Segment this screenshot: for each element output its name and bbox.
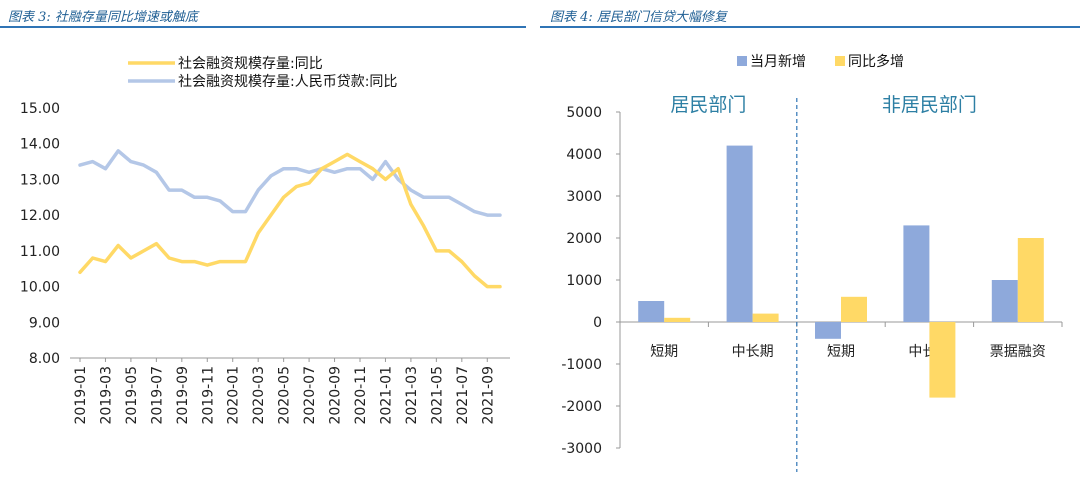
- x-tick-label: 2020-11: [353, 366, 369, 425]
- y-tick-label: 0: [593, 315, 602, 331]
- category-label: 短期: [650, 344, 678, 360]
- legend-swatch-2: [835, 56, 845, 66]
- y-tick-label: 8.00: [29, 351, 60, 367]
- y-tick-label: 3000: [566, 189, 602, 205]
- y-tick-label: 13.00: [20, 172, 60, 188]
- y-tick-label: 1000: [566, 273, 602, 289]
- x-tick-label: 2019-09: [175, 366, 191, 425]
- category-label: 中长期: [732, 344, 774, 360]
- x-tick-label: 2021-07: [455, 366, 471, 425]
- bar-yoy-increase: [841, 296, 867, 322]
- left-line-chart: 15.00 14.00 13.00 12.00 11.00 10.00 9.00 8.00 20…: [20, 56, 510, 425]
- group-title-2: 非居民部门: [882, 94, 977, 116]
- x-tick-label: 2019-11: [200, 366, 216, 425]
- legend-label-2: 社会融资规模存量:人民币贷款:同比: [178, 74, 397, 90]
- series-line-1: [78, 152, 502, 289]
- x-tick-label: 2019-03: [98, 366, 114, 425]
- x-tick-label: 2021-01: [378, 366, 394, 425]
- y-tick-label: 11.00: [20, 244, 60, 260]
- x-tick-label: 2021-09: [480, 366, 496, 425]
- bar-monthly-new: [815, 322, 841, 339]
- x-tick-label: 2019-05: [124, 366, 140, 425]
- y-tick-label: 4000: [566, 147, 602, 163]
- bar-yoy-increase: [664, 317, 691, 322]
- y-tick-label: 10.00: [20, 280, 60, 296]
- x-tick-label: 2019-01: [73, 366, 89, 425]
- y-tick-label: -2000: [561, 399, 602, 415]
- category-label: 短期: [827, 344, 855, 360]
- legend-label-1: 社会融资规模存量:同比: [178, 56, 323, 72]
- y-tick-label: -1000: [561, 357, 602, 373]
- bar-monthly-new: [726, 145, 753, 322]
- y-tick-label: 14.00: [20, 137, 60, 153]
- bar-monthly-new: [638, 301, 665, 322]
- left-chart-title: 图表 3: 社融存量同比增速或触底: [8, 10, 198, 25]
- category-label: 票据融资: [990, 344, 1046, 360]
- y-tick-label: 15.00: [20, 101, 60, 117]
- legend-label-2: 同比多增: [848, 53, 904, 70]
- legend-swatch-1: [737, 56, 747, 66]
- bar-yoy-increase: [929, 322, 956, 398]
- bar-yoy-increase: [752, 313, 779, 322]
- bar-yoy-increase: [1017, 238, 1044, 322]
- y-tick-label: -3000: [561, 441, 602, 457]
- legend-label-1: 当月新增: [750, 54, 806, 70]
- right-title-rule: [540, 26, 1080, 28]
- left-title-rule: [0, 26, 526, 28]
- y-tick-label: 9.00: [29, 315, 60, 331]
- x-tick-label: 2020-07: [302, 366, 318, 425]
- bar-monthly-new: [991, 280, 1018, 322]
- series-line-2: [78, 149, 502, 217]
- y-tick-label: 2000: [566, 231, 602, 247]
- bar-monthly-new: [903, 225, 930, 322]
- x-tick-label: 2021-03: [404, 366, 420, 425]
- x-tick-label: 2020-03: [251, 366, 267, 425]
- x-tick-label: 2020-01: [226, 366, 242, 425]
- x-tick-label: 2019-07: [149, 366, 165, 425]
- y-tick-label: 5000: [566, 105, 602, 121]
- y-tick-label: 12.00: [20, 208, 60, 224]
- x-tick-label: 2020-05: [277, 366, 293, 425]
- group-title-1: 居民部门: [670, 94, 746, 116]
- x-tick-label: 2021-05: [429, 366, 445, 425]
- x-tick-label: 2020-09: [328, 366, 344, 425]
- right-chart-title: 图表 4: 居民部门信贷大幅修复: [550, 10, 727, 25]
